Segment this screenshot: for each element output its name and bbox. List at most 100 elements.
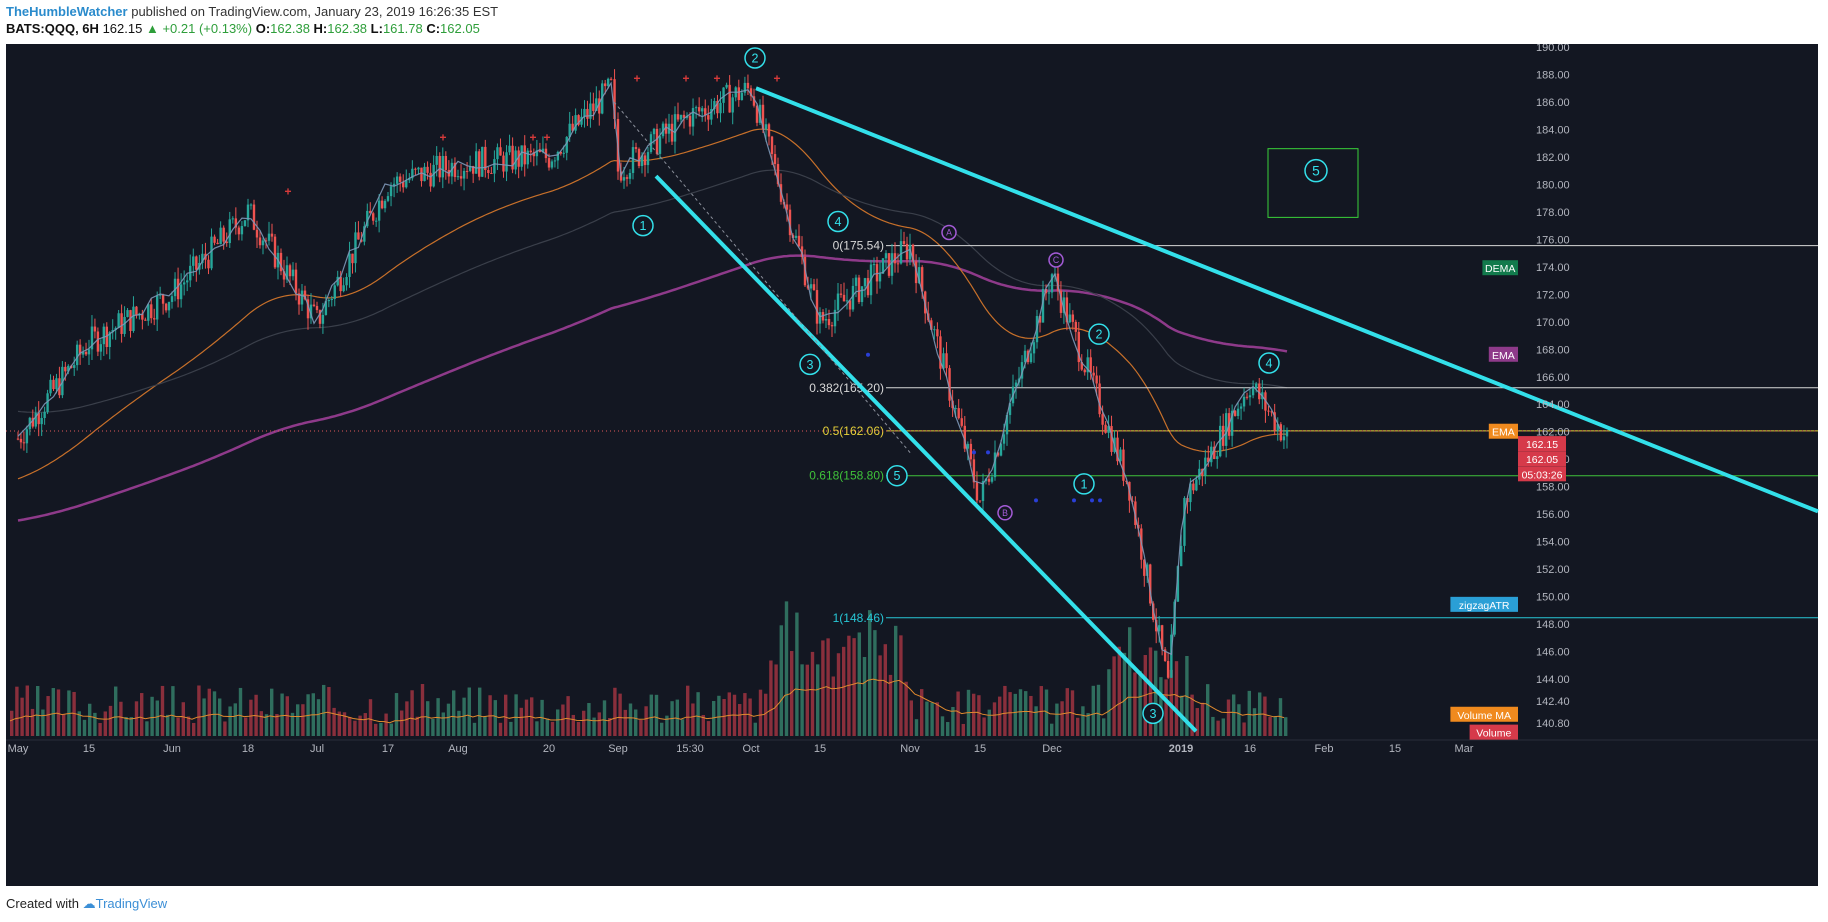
candle-body [1143,559,1146,576]
candle-body [893,253,897,264]
volume-bar [270,688,274,736]
candle-body [102,326,106,345]
volume-bar [290,712,295,736]
candle-body [31,417,34,427]
candle-body [155,295,159,320]
candle-body [740,92,744,101]
volume-bar [348,716,352,736]
candle-body [1233,410,1237,416]
wave-marker-circle [941,224,957,241]
indicator-tag-box [1450,706,1518,722]
channel-lower-line [654,174,1198,733]
price-tag-box [1518,436,1566,452]
volume-bar [1216,720,1220,736]
candle-body [264,240,268,242]
volume-bar [202,698,206,736]
candle-body [694,107,698,109]
candle-body [625,177,629,179]
signal-dot [1090,498,1094,503]
candle-body [34,412,37,427]
candle-body [231,218,234,220]
volume-bar [145,721,149,736]
candle-body [99,344,103,352]
candle-body [1270,411,1273,413]
x-tick-label: Jul [310,743,324,755]
volume-bar [618,693,622,736]
price-chart[interactable]: 0(175.54) 0.382(165.20) 0.5(162.06) 0.618(1… [6,42,1824,886]
y-tick-label: 180.00 [1536,179,1570,191]
volume-bar [296,704,300,736]
wave-marker-circle [827,210,849,233]
candle-body [1125,480,1128,482]
y-tick-label: 190.00 [1536,44,1570,54]
candle-body [613,79,616,120]
volume-bar [363,713,367,736]
volume-bar [353,720,357,736]
candle-body [999,443,1003,456]
candle-body [377,200,381,221]
candle-body [954,408,957,410]
candle-body [395,176,399,184]
candle-body [676,114,680,120]
candle-body [342,285,345,292]
candle-body [234,218,238,228]
volume-bar [961,723,965,736]
wave-marker-label: 5 [894,469,901,483]
candle-body [848,300,852,310]
volume-bar [774,664,778,736]
volume-bar [1164,679,1168,736]
candle-body [1020,362,1024,379]
volume-bar [727,692,731,736]
y-tick-label: 178.00 [1536,207,1570,219]
volume-bar [368,699,373,736]
candle-body [1032,342,1036,354]
candle-body [580,116,583,125]
tradingview-link[interactable]: TradingView [95,896,168,911]
candle-body [303,290,307,300]
chart-background [6,44,1818,886]
candle-body [481,146,484,177]
candle-body [1038,316,1042,323]
candle-body [1071,314,1075,322]
candle-body [1062,297,1066,313]
volume-bar [1252,708,1257,736]
candle-body [1166,661,1170,678]
y-tick-label: 144.00 [1536,674,1570,686]
volume-bar [852,638,856,736]
wave-marker-circle [632,214,654,237]
volume-bar [748,698,752,736]
volume-bar [155,700,159,736]
volume-bar [25,685,29,736]
candle-body [1044,288,1048,294]
chart-area[interactable]: 0(175.54) 0.382(165.20) 0.5(162.06) 0.618(1… [6,42,1824,886]
volume-bar [452,690,456,736]
wave-marker-circle [799,353,821,376]
candle-body [996,452,1000,456]
author-link[interactable]: TheHumbleWatcher [6,4,128,19]
volume-bar [888,674,893,736]
wave-marker-label: C [1053,255,1059,265]
candle-body [84,351,88,355]
overlay-layer: 1 2 3 4 5 A B C 1 2 3 4 5 + + + + + + + + [284,47,1819,733]
candle-body [1122,449,1125,481]
indicator-tag-label: Volume MA [1457,710,1511,722]
candle-body [499,147,502,156]
candle-body [526,150,529,165]
candle-body [1008,403,1012,415]
volume-bar [758,689,763,736]
x-tick-label: 15 [974,743,986,755]
candle-body [640,155,644,167]
volume-bar [1034,706,1038,736]
candle-body [761,104,765,130]
x-tick-label: 17 [382,743,394,755]
signal-dot [972,450,976,455]
volume-bar [1112,656,1116,736]
volume-bar [1138,670,1142,736]
volume-bar [1107,669,1111,736]
candle-body [553,160,557,162]
volume-bar [1096,684,1101,736]
candle-body [345,276,348,286]
volume-bar [426,701,430,736]
candle-body [595,98,598,111]
candle-body [369,210,372,214]
